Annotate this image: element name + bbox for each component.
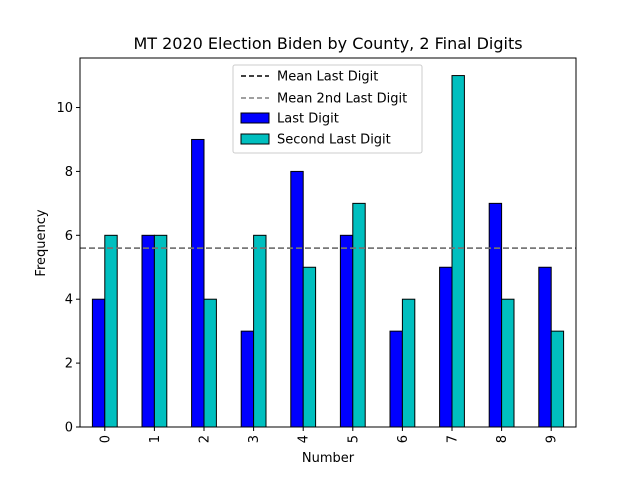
bar-second-last-digit-2: [203, 298, 217, 428]
x-axis: 0 1 2 3 4 5 6 7 8 9: [98, 427, 560, 443]
bar-last-digit-1: [141, 234, 155, 428]
y-tick-label: 4: [65, 293, 73, 308]
bar-second-last-digit-6: [401, 298, 416, 428]
x-tick-label: 9: [545, 435, 560, 443]
legend-swatch-last-digit: [240, 112, 270, 124]
bar-second-last-digit-3: [253, 234, 267, 428]
x-tick-label: 0: [98, 435, 113, 443]
bar-second-last-digit-8: [501, 298, 515, 428]
bar-last-digit-8: [488, 202, 503, 428]
bar-second-last-digit-7: [451, 75, 465, 428]
y-tick-label: 0: [65, 421, 73, 436]
bar-last-digit-7: [439, 266, 453, 428]
x-tick-label: 8: [495, 435, 510, 443]
plot-frame: [79, 57, 577, 428]
legend: Mean Last Digit Mean 2nd Last Digit Last…: [232, 64, 423, 154]
y-axis: 0 2 4 6 8 10: [56, 101, 80, 436]
bar-last-digit-5: [339, 234, 354, 428]
bar-last-digit-9: [538, 266, 552, 428]
chart-title: MT 2020 Election Biden by County, 2 Fina…: [133, 34, 522, 53]
bar-last-digit-6: [389, 330, 403, 428]
bar-second-last-digit-9: [550, 330, 565, 428]
legend-frame: [232, 64, 423, 154]
x-axis-label: Number: [302, 451, 355, 466]
bar-last-digit-2: [191, 138, 205, 428]
y-axis-label: Frequency: [34, 209, 49, 276]
x-tick-label: 4: [297, 435, 312, 443]
x-tick-label: 3: [247, 435, 262, 443]
x-tick-label: 5: [346, 435, 361, 443]
bar-last-digit-3: [240, 330, 255, 428]
legend-label-mean-2nd-last-digit: Mean 2nd Last Digit: [277, 92, 407, 107]
y-tick-label: 2: [65, 357, 73, 372]
x-tick-label: 2: [198, 435, 213, 443]
bar-second-last-digit-5: [352, 202, 366, 428]
y-tick-label: 10: [56, 101, 73, 116]
x-tick-label: 7: [446, 435, 461, 443]
bars-layer: [91, 75, 565, 428]
legend-label-last-digit: Last Digit: [277, 112, 339, 127]
legend-label-second-last-digit: Second Last Digit: [277, 133, 391, 148]
x-tick-label: 6: [396, 435, 411, 443]
bar-last-digit-4: [290, 170, 304, 428]
y-tick-label: 8: [65, 165, 73, 180]
bar-second-last-digit-0: [104, 234, 118, 428]
legend-label-mean-last-digit: Mean Last Digit: [277, 70, 378, 85]
bar-second-last-digit-1: [153, 234, 168, 428]
x-tick-label: 1: [148, 435, 163, 443]
bar-second-last-digit-4: [302, 266, 317, 428]
y-tick-label: 6: [65, 229, 73, 244]
legend-swatch-second-last-digit: [240, 133, 270, 145]
bar-last-digit-0: [91, 298, 106, 428]
